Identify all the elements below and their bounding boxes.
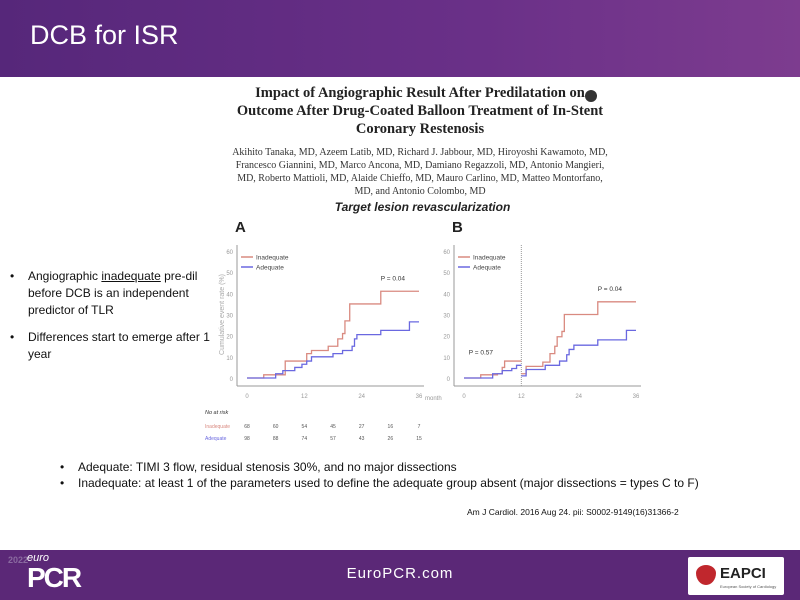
legend-label: Inadequate	[256, 255, 289, 262]
paper-title: Impact of Angiographic Result After Pred…	[236, 85, 604, 137]
risk-value: 7	[418, 424, 421, 430]
legend-label: Inadequate	[473, 255, 506, 262]
x-tick-label: 24	[575, 394, 582, 400]
risk-table-title: No at risk	[205, 410, 228, 416]
chart-title: Target lesion revascularization	[334, 200, 511, 214]
bullet-1: Angiographic inadequate pre-dil before D…	[10, 268, 220, 319]
risk-value: 60	[273, 424, 279, 430]
km-curve-adequate	[464, 364, 522, 379]
logo-pcr: PCR	[27, 562, 82, 593]
slide-header	[0, 0, 800, 77]
risk-value: 43	[359, 436, 365, 442]
footer-website[interactable]: EuroPCR.com	[346, 565, 454, 582]
km-curve-inadequate	[247, 290, 419, 379]
x-tick-label: 36	[416, 394, 423, 400]
risk-value: 68	[244, 424, 250, 430]
definitions: Adequate: TIMI 3 flow, residual stenosis…	[60, 459, 699, 491]
km-curve-inadequate	[521, 301, 636, 375]
panel-label: B	[452, 219, 463, 236]
y-axis-label: Cumulative event rate (%)	[219, 274, 226, 355]
km-curve-adequate	[521, 329, 636, 377]
panel-label: A	[235, 219, 246, 236]
logo-euro: euro	[27, 552, 50, 564]
eapci-logo: EAPCI European Society of Cardiology	[688, 557, 784, 595]
footer-year: 2022	[8, 556, 28, 565]
y-tick-label: 30	[226, 314, 233, 320]
bullet-2: Differences start to emerge after 1 year	[10, 329, 220, 363]
km-chart: A 0 10 20 30 40 50 60 0 12 24 36 Cumulative event ra…	[205, 219, 641, 442]
heart-icon	[696, 565, 716, 585]
p-value: P = 0.04	[598, 286, 623, 293]
risk-value: 45	[330, 424, 336, 430]
risk-value: 26	[388, 436, 394, 442]
y-tick-label: 20	[226, 335, 233, 341]
y-tick-label: 60	[443, 250, 450, 256]
legend-label: Adequate	[256, 265, 284, 272]
risk-value: 54	[302, 424, 308, 430]
paper-heading: Impact of Angiographic Result After Pred…	[230, 84, 610, 198]
y-tick-label: 10	[443, 356, 450, 362]
p-value: P = 0.57	[469, 350, 494, 357]
risk-value: 88	[273, 436, 279, 442]
x-tick-label: 36	[633, 394, 640, 400]
p-value: P = 0.04	[381, 276, 406, 283]
risk-value: 74	[302, 436, 308, 442]
risk-value: 15	[416, 436, 422, 442]
citation: Am J Cardiol. 2016 Aug 24. pii: S0002-91…	[467, 507, 679, 517]
legend-label: Adequate	[473, 265, 501, 272]
y-tick-label: 50	[443, 271, 450, 277]
risk-row-label: Inadequate	[205, 424, 230, 430]
y-tick-label: 40	[226, 292, 233, 298]
y-tick-label: 40	[443, 292, 450, 298]
x-tick-label: 24	[358, 394, 365, 400]
risk-value: 16	[388, 424, 394, 430]
km-curve-adequate	[247, 321, 419, 379]
x-tick-label: 12	[301, 394, 308, 400]
y-tick-label: 20	[443, 335, 450, 341]
crossmark-icon	[585, 90, 597, 102]
x-axis-label: month	[425, 396, 442, 402]
definition-adequate: Adequate: TIMI 3 flow, residual stenosis…	[60, 459, 699, 475]
key-points: Angiographic inadequate pre-dil before D…	[10, 268, 220, 373]
definition-inadequate: Inadequate: at least 1 of the parameters…	[60, 475, 699, 491]
y-tick-label: 60	[226, 250, 233, 256]
slide-title: DCB for ISR	[30, 20, 179, 50]
paper-authors: Akihito Tanaka, MD, Azeem Latib, MD, Ric…	[232, 147, 608, 197]
y-tick-label: 50	[226, 271, 233, 277]
risk-row-label: Adequate	[205, 436, 227, 442]
y-tick-label: 10	[226, 356, 233, 362]
footer-bar	[0, 550, 800, 600]
y-tick-label: 0	[230, 377, 234, 383]
y-tick-label: 30	[443, 314, 450, 320]
x-tick-label: 0	[245, 394, 249, 400]
x-tick-label: 12	[518, 394, 525, 400]
risk-value: 98	[244, 436, 250, 442]
risk-value: 27	[359, 424, 365, 430]
x-tick-label: 0	[462, 394, 466, 400]
risk-value: 57	[330, 436, 336, 442]
y-tick-label: 0	[447, 377, 451, 383]
